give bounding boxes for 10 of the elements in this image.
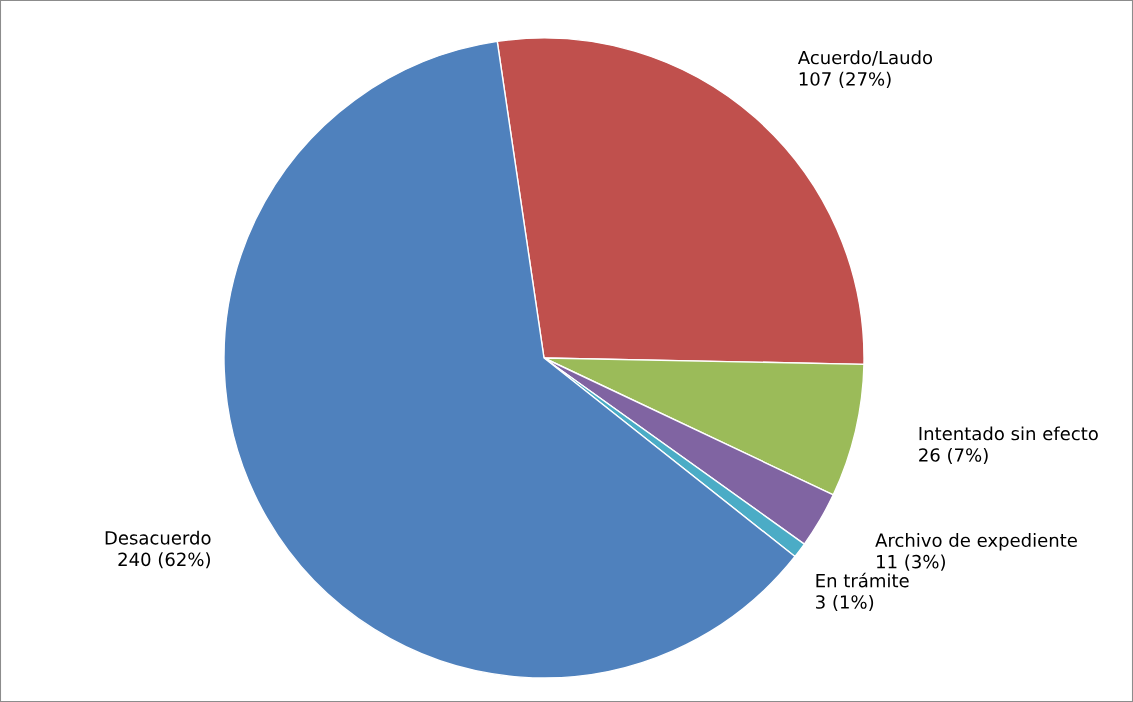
data-label: 107 (27%) (799, 71, 891, 88)
data-label: 26 (7%) (919, 447, 988, 464)
data-label: 3 (1%) (816, 594, 874, 611)
slice-label: Archivo de expediente (875, 533, 1077, 551)
slice-label: En trámite (816, 572, 909, 588)
data-label: 11 (3%) (877, 554, 945, 571)
slice-label: Acuerdo/Laudo (797, 50, 933, 66)
data-label: 240 (62%) (118, 552, 210, 569)
slice-label: Intentado sin efecto (919, 426, 1098, 441)
slice-label: Desacuerdo (105, 530, 211, 545)
